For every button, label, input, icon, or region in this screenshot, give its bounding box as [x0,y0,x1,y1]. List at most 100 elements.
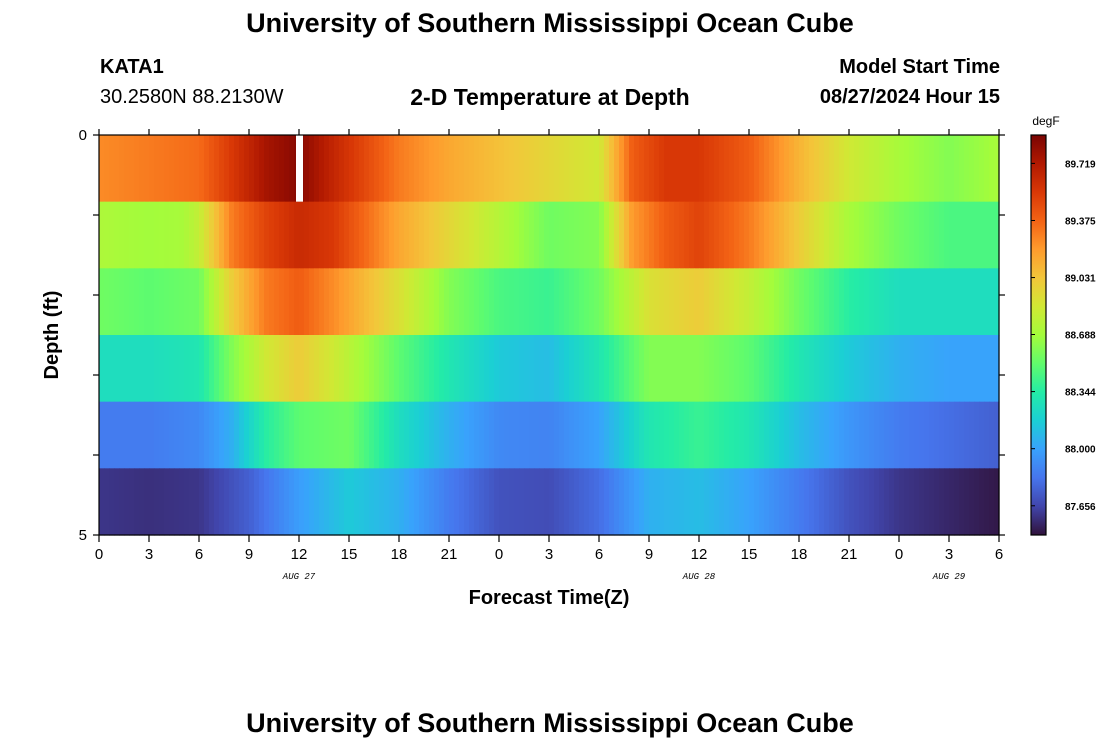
heatmap-cell [254,201,260,269]
heatmap-cell [849,335,855,403]
heatmap-cell [959,201,965,269]
heatmap-cell [389,135,395,203]
heatmap-cell [994,401,1000,469]
heatmap-cell [544,468,550,536]
heatmap-cell [644,401,650,469]
heatmap-cell [269,401,275,469]
heatmap-cell [369,335,375,403]
heatmap-cell [984,135,990,203]
heatmap-cell [229,135,235,203]
heatmap-cell [449,201,455,269]
heatmap-cell [334,268,340,336]
heatmap-cell [679,335,685,403]
heatmap-cell [229,268,235,336]
heatmap-cell [949,401,955,469]
heatmap-cell [979,335,985,403]
heatmap-cell [134,335,140,403]
heatmap-cell [199,201,205,269]
heatmap-cell [309,268,315,336]
heatmap-cell [154,335,160,403]
heatmap-cell [104,268,110,336]
heatmap-cell [829,268,835,336]
heatmap-cell [354,468,360,536]
heatmap-cell [884,135,890,203]
heatmap-cell [489,268,495,336]
heatmap-cell [419,201,425,269]
heatmap-cell [204,201,210,269]
heatmap-cell [189,401,195,469]
heatmap-cell [249,401,255,469]
heatmap-cell [364,135,370,203]
heatmap-cell [909,201,915,269]
heatmap-cell [989,401,995,469]
heatmap-cell [864,201,870,269]
heatmap-cell [904,268,910,336]
heatmap-cell [479,201,485,269]
x-tick-label: 9 [245,546,253,563]
heatmap-cell [444,135,450,203]
heatmap-cell [494,335,500,403]
heatmap-cell [429,268,435,336]
heatmap-cell [924,335,930,403]
heatmap-cell [374,401,380,469]
heatmap-cell [729,401,735,469]
heatmap-cell [849,268,855,336]
heatmap-cell [509,268,515,336]
heatmap-cell [319,401,325,469]
heatmap-cell [704,135,710,203]
heatmap-cell [744,468,750,536]
heatmap-cell [509,201,515,269]
colorbar-tick-label: 88.344 [1065,388,1096,399]
heatmap-cell [314,335,320,403]
heatmap-cell [194,268,200,336]
heatmap-cell [739,401,745,469]
heatmap-cell [949,135,955,203]
heatmap-cell [234,135,240,203]
heatmap-cell [404,468,410,536]
heatmap-cell [589,468,595,536]
heatmap-cell [114,135,120,203]
heatmap-cell [239,401,245,469]
heatmap-cell [344,201,350,269]
heatmap-cell [189,268,195,336]
heatmap-cell [594,401,600,469]
heatmap-cell [304,201,310,269]
heatmap-cell [689,201,695,269]
heatmap-cell [939,335,945,403]
heatmap-cell [599,401,605,469]
heatmap-cell [789,201,795,269]
heatmap-cell [109,135,115,203]
heatmap-cell [274,335,280,403]
heatmap-cell [559,268,565,336]
heatmap-cell [469,468,475,536]
heatmap-cell [784,335,790,403]
heatmap-cell [814,335,820,403]
heatmap-cell [104,401,110,469]
heatmap-cell [364,401,370,469]
heatmap-cell [684,335,690,403]
heatmap-cell [299,468,305,536]
heatmap-cell [609,468,615,536]
heatmap-cell [824,135,830,203]
heatmap-cell [654,401,660,469]
heatmap-cell [194,201,200,269]
heatmap-cell [659,401,665,469]
heatmap-cell [664,468,670,536]
heatmap-cell [164,468,170,536]
heatmap-cell [284,401,290,469]
heatmap-cell [569,268,575,336]
heatmap-cell [969,268,975,336]
heatmap-cell [244,268,250,336]
heatmap-cell [904,335,910,403]
heatmap-cell [209,268,215,336]
heatmap-cell [694,401,700,469]
x-tick-label: 12 [291,546,308,563]
heatmap-cell [499,401,505,469]
heatmap-cell [974,201,980,269]
heatmap-cell [529,468,535,536]
heatmap-cell [494,268,500,336]
heatmap-cell [209,401,215,469]
heatmap-cell [189,335,195,403]
heatmap-cell [374,135,380,203]
heatmap-cell [509,135,515,203]
